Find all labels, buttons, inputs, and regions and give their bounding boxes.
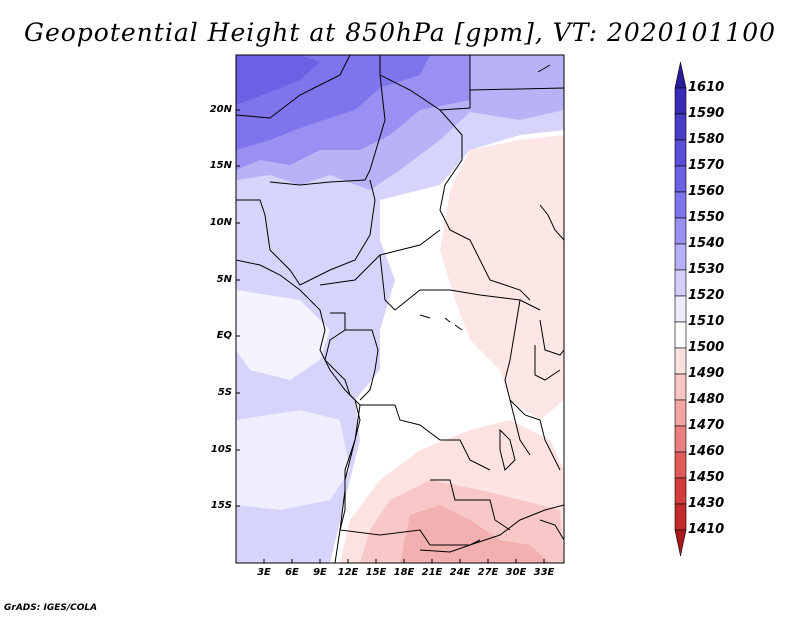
- colorbar-label: 1540: [688, 236, 725, 251]
- colorbar-box: [674, 243, 687, 271]
- lon-label-15e: 15E: [365, 567, 387, 578]
- colorbar-box: [674, 399, 687, 427]
- colorbar-box: [674, 295, 687, 323]
- colorbar-box: [674, 139, 687, 167]
- colorbar-bottom-arrow: [674, 529, 687, 557]
- colorbar-label: 1570: [688, 158, 725, 173]
- lat-label-5n: 5N: [216, 274, 232, 285]
- colorbar-label: 1510: [688, 314, 725, 329]
- colorbar-box: [674, 503, 687, 531]
- lon-label-27e: 27E: [477, 567, 499, 578]
- colorbar-label: 1460: [688, 444, 725, 459]
- lat-label-10s: 10S: [210, 444, 232, 455]
- lon-label-33e: 33E: [533, 567, 555, 578]
- lat-label-15s: 15S: [210, 500, 232, 511]
- lon-label-30e: 30E: [505, 567, 527, 578]
- lat-label-20n: 20N: [209, 104, 232, 115]
- colorbar-box: [674, 451, 687, 479]
- colorbar-label: 1500: [688, 340, 725, 355]
- colorbar-box: [674, 321, 687, 349]
- lon-label-21e: 21E: [421, 567, 443, 578]
- colorbar-label: 1520: [688, 288, 725, 303]
- lon-label-9e: 9E: [313, 567, 327, 578]
- colorbar-box: [674, 191, 687, 219]
- colorbar-box: [674, 269, 687, 297]
- colorbar-label: 1590: [688, 106, 725, 121]
- lon-label-3e: 3E: [257, 567, 271, 578]
- colorbar-label: 1410: [688, 522, 725, 537]
- field-1510-1520-southwest: [236, 410, 350, 510]
- colorbar-box: [674, 347, 687, 375]
- colorbar-label: 1560: [688, 184, 725, 199]
- colorbar-label: 1430: [688, 496, 725, 511]
- axis-ticks: [236, 109, 545, 563]
- chart-title: Geopotential Height at 850hPa [gpm], VT:…: [23, 18, 777, 47]
- colorbar-label: 1530: [688, 262, 725, 277]
- colorbar-box: [674, 113, 687, 141]
- colorbar-box: [674, 165, 687, 193]
- lon-label-24e: 24E: [449, 567, 471, 578]
- lat-label-eq: EQ: [216, 330, 232, 341]
- colorbar-box: [674, 373, 687, 401]
- lon-label-6e: 6E: [285, 567, 299, 578]
- country-borders: [236, 55, 564, 563]
- colorbar-label: 1610: [688, 80, 725, 95]
- colorbar-label: 1450: [688, 470, 725, 485]
- credit-text: GrADS: IGES/COLA: [4, 603, 98, 613]
- colorbar-box: [674, 477, 687, 505]
- field-1510-1520-west: [236, 290, 330, 380]
- colorbar-label: 1470: [688, 418, 725, 433]
- field-1560-1570: [236, 55, 320, 105]
- lat-label-10n: 10N: [209, 217, 232, 228]
- height-field: [236, 55, 564, 563]
- lat-label-15n: 15N: [209, 160, 232, 171]
- colorbar-label: 1480: [688, 392, 725, 407]
- lat-label-5s: 5S: [217, 387, 232, 398]
- colorbar-box: [674, 425, 687, 453]
- lon-label-18e: 18E: [393, 567, 415, 578]
- field-1490-1500-east: [440, 135, 564, 420]
- colorbar-box: [674, 217, 687, 245]
- colorbar-box: [674, 87, 687, 115]
- field-1470-1480: [400, 505, 550, 563]
- colorbar-label: 1550: [688, 210, 725, 225]
- lon-label-12e: 12E: [337, 567, 359, 578]
- colorbar-label: 1490: [688, 366, 725, 381]
- colorbar-label: 1580: [688, 132, 725, 147]
- map-frame: [235, 54, 565, 564]
- colorbar-top-arrow: [674, 61, 687, 89]
